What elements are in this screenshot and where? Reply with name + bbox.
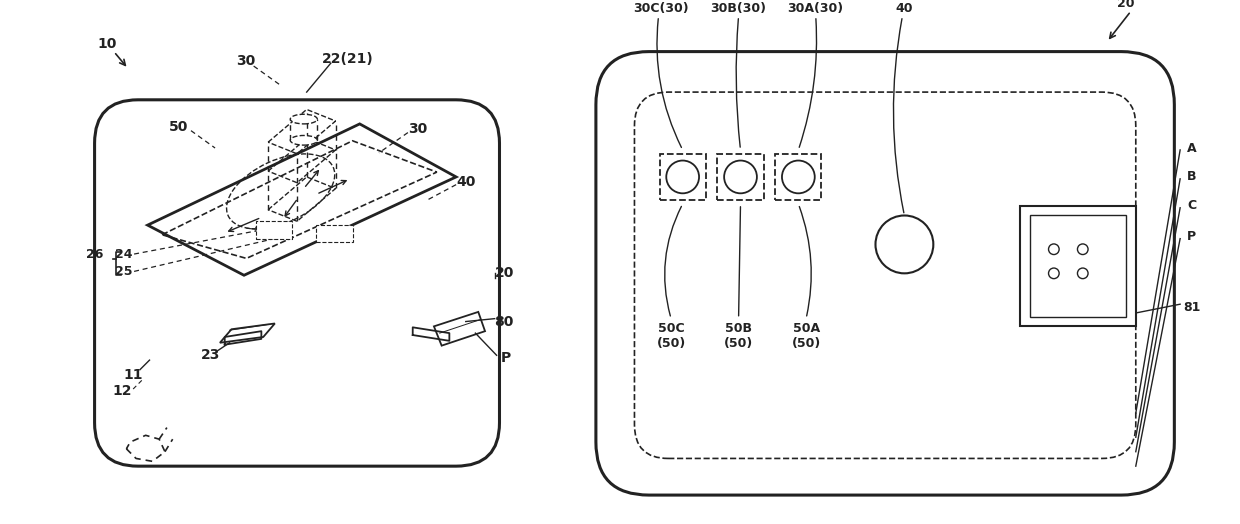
Text: 80: 80	[495, 314, 515, 329]
Text: 20: 20	[495, 266, 515, 280]
Bar	[1021, 206, 1136, 326]
Circle shape	[724, 160, 756, 193]
Text: C: C	[1187, 199, 1197, 212]
Circle shape	[1078, 244, 1087, 255]
Text: 50: 50	[169, 120, 188, 134]
FancyBboxPatch shape	[94, 100, 500, 466]
Text: P: P	[1187, 230, 1197, 243]
Text: 30A(30): 30A(30)	[787, 2, 843, 15]
Circle shape	[1049, 244, 1059, 255]
Text: 81: 81	[1183, 301, 1200, 313]
Text: 30B(30): 30B(30)	[711, 2, 766, 15]
Circle shape	[1078, 268, 1087, 279]
Text: 24: 24	[115, 247, 133, 260]
Ellipse shape	[290, 114, 317, 124]
Circle shape	[666, 160, 699, 193]
Ellipse shape	[290, 136, 317, 145]
Bar	[660, 154, 706, 200]
Text: 25: 25	[115, 265, 133, 278]
Text: 11: 11	[124, 367, 143, 381]
Text: 23: 23	[201, 348, 219, 362]
Text: 40: 40	[456, 174, 475, 189]
Text: 30: 30	[408, 122, 427, 136]
Bar	[316, 225, 353, 243]
Bar	[775, 154, 821, 200]
Text: 10: 10	[98, 37, 117, 51]
Bar	[1029, 215, 1126, 316]
Text: 20: 20	[1117, 0, 1135, 10]
Text: 50A
(50): 50A (50)	[791, 322, 821, 350]
Bar	[718, 154, 764, 200]
Text: 22(21): 22(21)	[322, 52, 374, 67]
Text: 50B
(50): 50B (50)	[724, 322, 753, 350]
FancyBboxPatch shape	[596, 51, 1174, 495]
Text: 30C(30): 30C(30)	[634, 2, 689, 15]
Circle shape	[875, 215, 934, 274]
Text: B: B	[1187, 170, 1197, 183]
Circle shape	[1049, 268, 1059, 279]
Bar	[255, 221, 293, 238]
Text: P: P	[501, 351, 511, 365]
Text: 12: 12	[113, 384, 133, 398]
Text: 30: 30	[237, 54, 255, 68]
Text: 40: 40	[895, 2, 913, 15]
Text: 26: 26	[86, 247, 103, 260]
Text: 50C
(50): 50C (50)	[656, 322, 686, 350]
Circle shape	[782, 160, 815, 193]
Text: A: A	[1187, 141, 1197, 155]
